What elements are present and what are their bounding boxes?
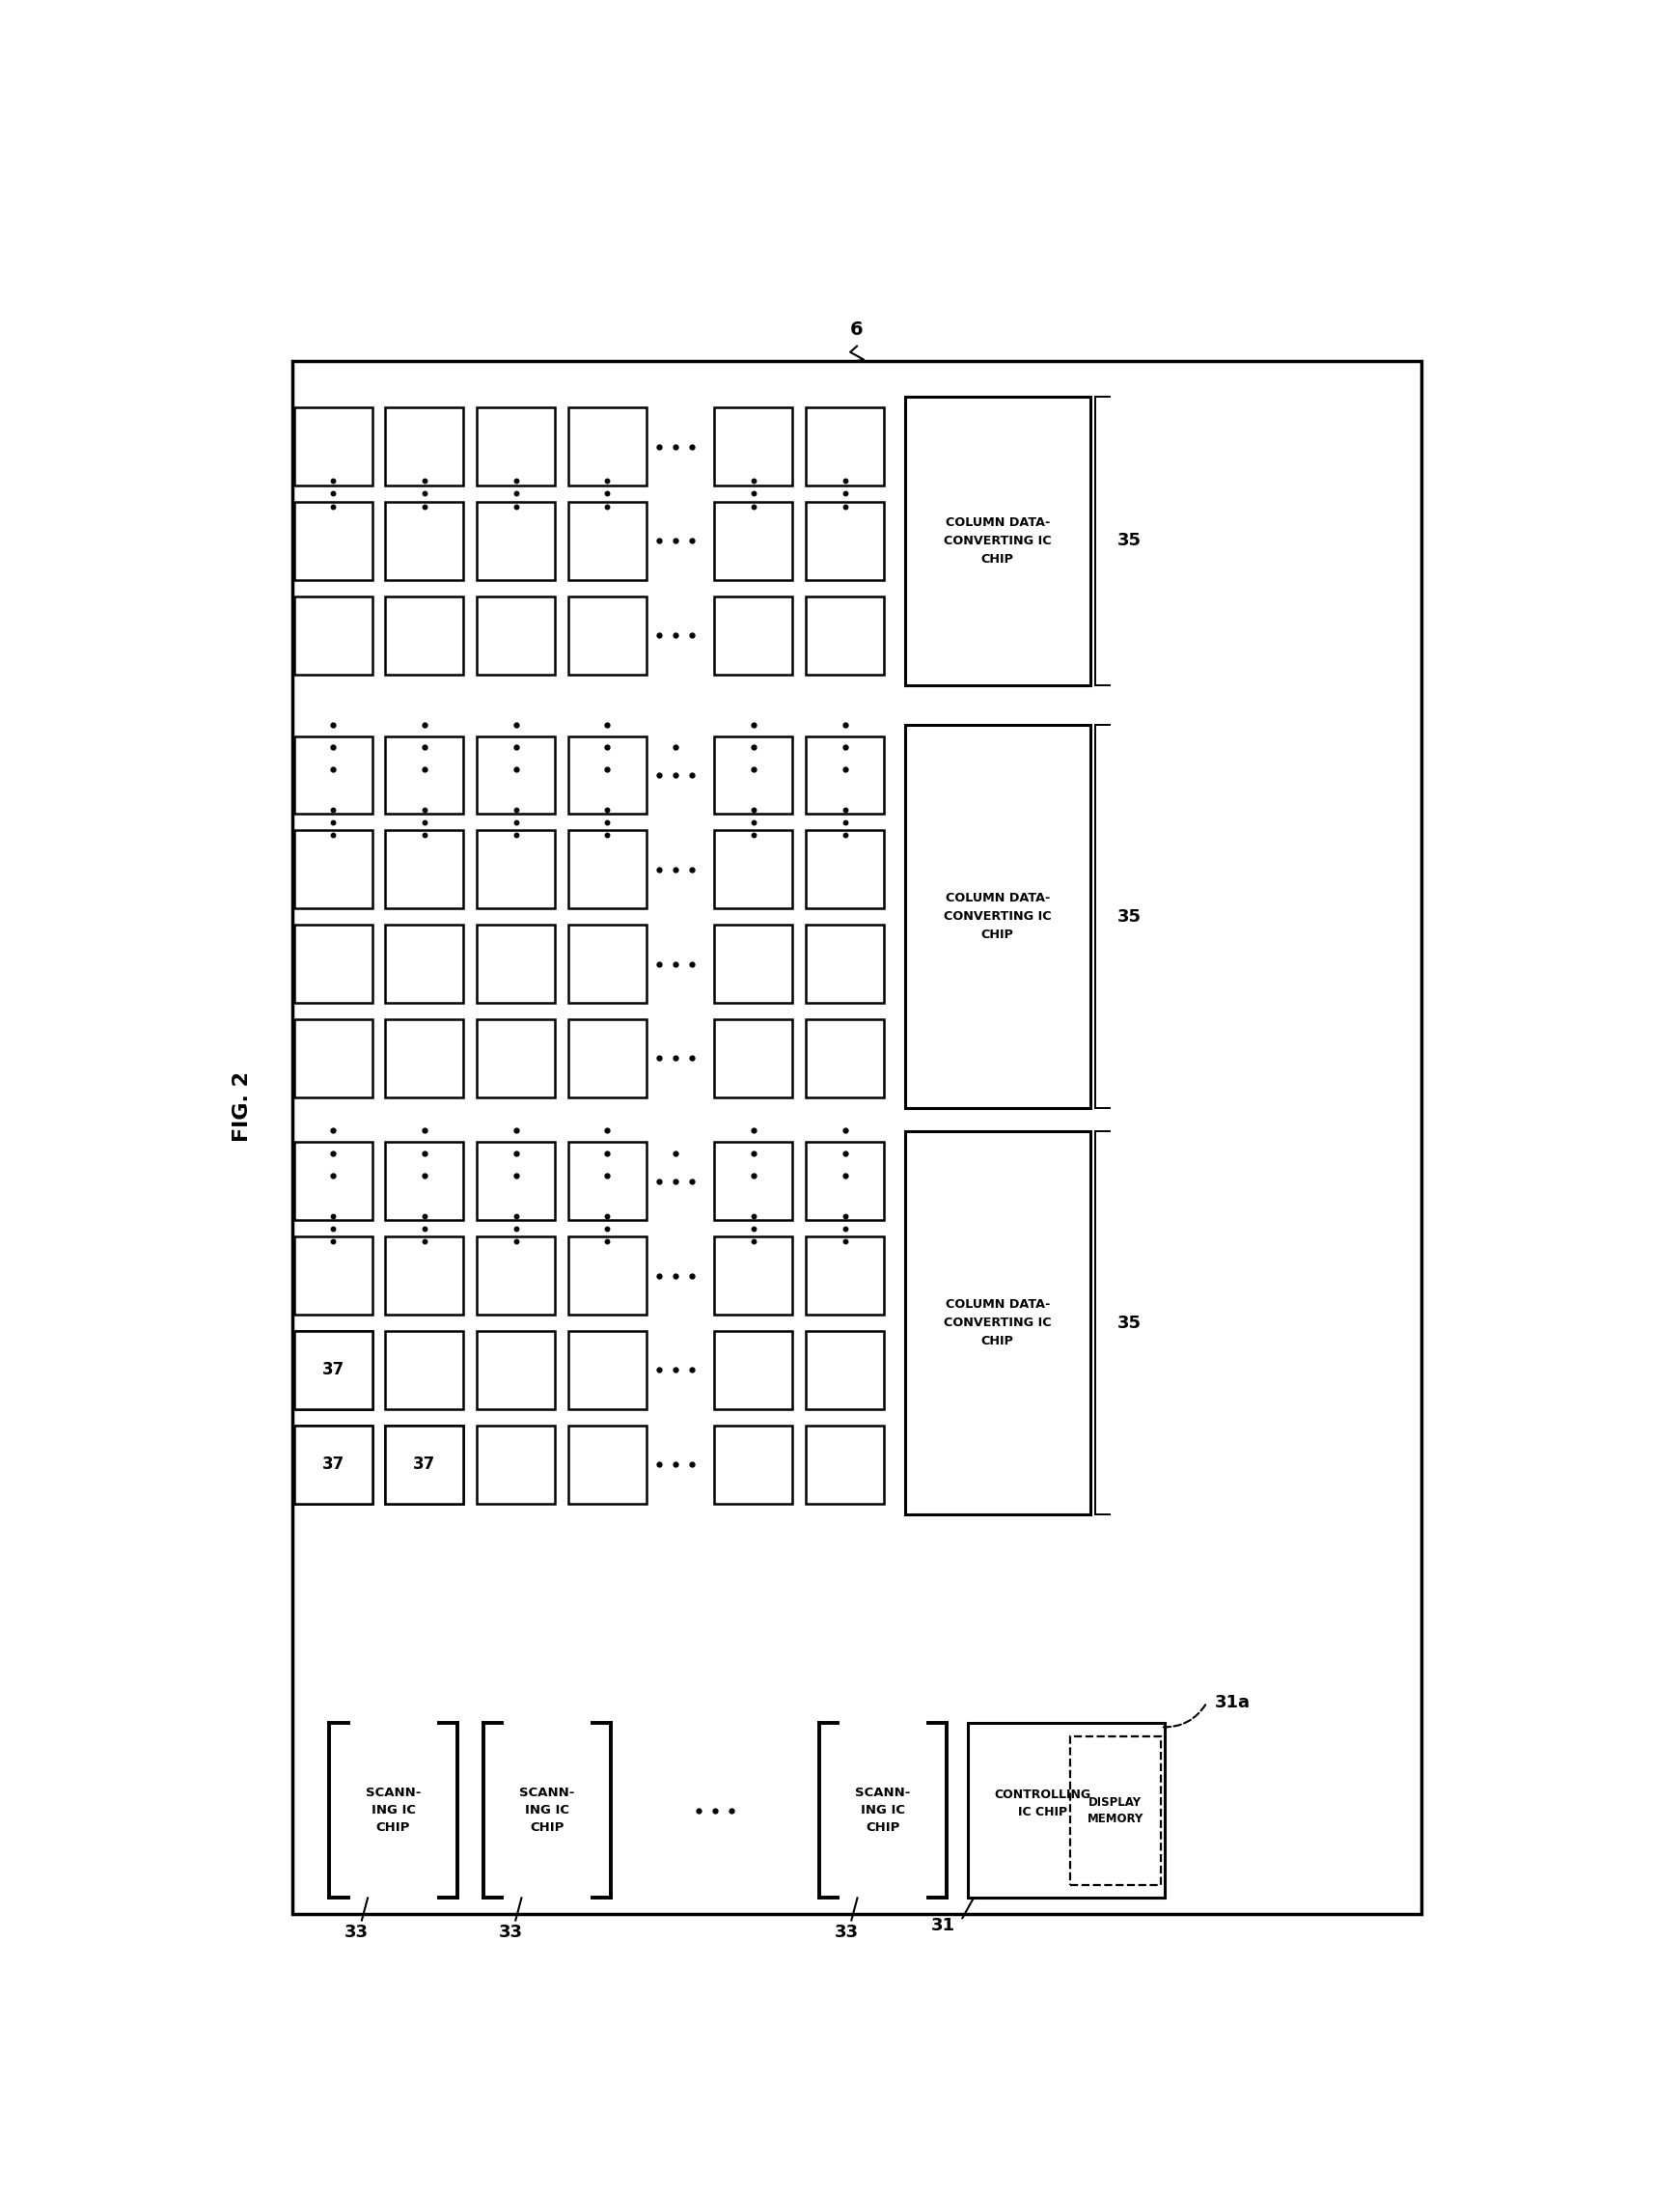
Bar [477,408,554,486]
Bar [294,1332,371,1409]
Bar [568,1332,647,1409]
Bar [385,502,464,581]
Bar [477,1426,554,1503]
Bar [294,502,371,581]
Text: 33: 33 [344,1924,368,1941]
Bar [294,1019,371,1098]
Bar [385,830,464,909]
Bar [292,362,1421,1915]
Text: 35: 35 [1117,1315,1141,1332]
Text: 31: 31 [931,1917,954,1935]
Bar [385,1142,464,1220]
Bar [294,1142,371,1220]
Bar [477,1236,554,1315]
Bar [385,596,464,675]
Bar [806,502,884,581]
Bar [385,408,464,486]
Bar [714,1019,793,1098]
Bar [294,1426,371,1503]
Bar [968,1724,1164,1897]
Bar [568,1019,647,1098]
Text: COLUMN DATA-
CONVERTING IC
CHIP: COLUMN DATA- CONVERTING IC CHIP [944,517,1052,565]
Bar [714,1236,793,1315]
Bar [714,408,793,486]
Bar [568,1426,647,1503]
Bar [294,1236,371,1315]
Text: 35: 35 [1117,532,1141,550]
Bar [714,1426,793,1503]
Bar [477,1332,554,1409]
Bar [477,830,554,909]
Bar [806,736,884,815]
Bar [1070,1737,1161,1884]
Bar [294,1332,371,1409]
Text: FIG. 2: FIG. 2 [234,1071,252,1142]
Text: SCANN-
ING IC
CHIP: SCANN- ING IC CHIP [366,1788,422,1834]
Text: 35: 35 [1117,907,1141,925]
Bar [568,1142,647,1220]
Text: 37: 37 [413,1455,435,1472]
Text: SCANN-
ING IC
CHIP: SCANN- ING IC CHIP [519,1788,575,1834]
Text: SCANN-
ING IC
CHIP: SCANN- ING IC CHIP [855,1788,911,1834]
Bar [568,502,647,581]
Bar [806,925,884,1003]
Bar [906,397,1090,686]
Bar [714,502,793,581]
Bar [714,596,793,675]
Bar [385,1426,464,1503]
Text: DISPLAY
MEMORY: DISPLAY MEMORY [1087,1797,1144,1825]
Bar [294,925,371,1003]
Bar [294,596,371,675]
Bar [714,925,793,1003]
Bar [294,830,371,909]
Bar [806,1332,884,1409]
Bar [294,408,371,486]
Bar [477,925,554,1003]
Bar [477,736,554,815]
Bar [906,725,1090,1109]
Text: COLUMN DATA-
CONVERTING IC
CHIP: COLUMN DATA- CONVERTING IC CHIP [944,1299,1052,1347]
Text: 31a: 31a [1215,1694,1250,1711]
Bar [568,408,647,486]
Text: CONTROLLING
IC CHIP: CONTROLLING IC CHIP [995,1788,1090,1819]
Text: 37: 37 [323,1361,344,1378]
Bar [806,408,884,486]
Bar [568,1236,647,1315]
Bar [385,925,464,1003]
Bar [806,596,884,675]
Text: 33: 33 [499,1924,522,1941]
Text: 37: 37 [323,1455,344,1472]
Bar [385,1236,464,1315]
Bar [568,736,647,815]
Bar [806,830,884,909]
Bar [806,1426,884,1503]
Bar [385,1426,464,1503]
Bar [477,1019,554,1098]
Text: COLUMN DATA-
CONVERTING IC
CHIP: COLUMN DATA- CONVERTING IC CHIP [944,892,1052,942]
Bar [385,736,464,815]
Bar [568,596,647,675]
Bar [714,1332,793,1409]
Bar [477,502,554,581]
Bar [477,596,554,675]
Bar [806,1142,884,1220]
Bar [294,736,371,815]
Bar [568,830,647,909]
Bar [477,1142,554,1220]
Bar [294,1426,371,1503]
Bar [385,1332,464,1409]
Bar [568,925,647,1003]
Text: 33: 33 [835,1924,858,1941]
Bar [714,736,793,815]
Text: 6: 6 [850,320,864,340]
Bar [906,1131,1090,1514]
Bar [806,1019,884,1098]
Bar [714,830,793,909]
Bar [806,1236,884,1315]
Bar [385,1019,464,1098]
Bar [714,1142,793,1220]
